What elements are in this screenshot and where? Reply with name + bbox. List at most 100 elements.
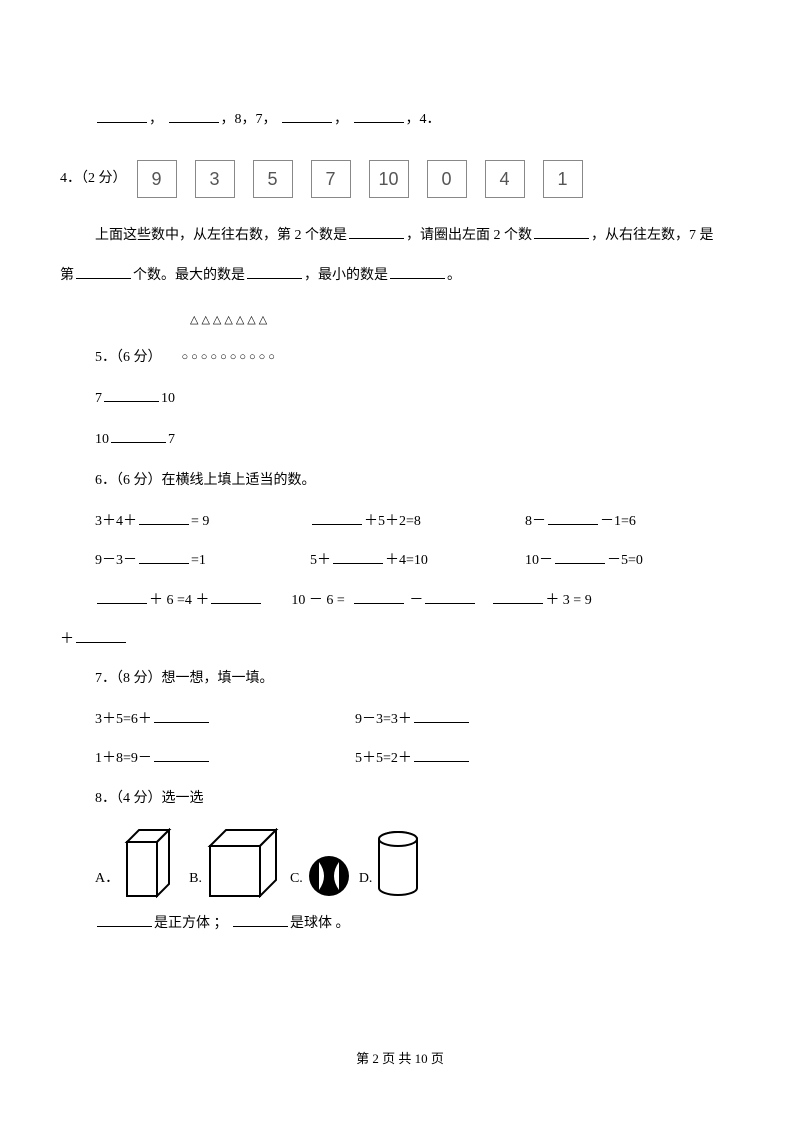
q6-row2: 9－3－ =1 5＋ ＋4=10 10－ －5=0 — [95, 541, 740, 580]
text: =1 — [191, 553, 206, 568]
blank — [233, 913, 288, 927]
q5-cmp2: 10 7 — [95, 420, 740, 459]
cylinder-icon — [376, 830, 420, 898]
text: 1＋8=9－ — [95, 751, 152, 766]
blank — [414, 748, 469, 762]
numbox: 10 — [369, 160, 409, 198]
cuboid-icon — [123, 828, 181, 898]
text: 个数。最大的数是 — [133, 268, 245, 283]
blank — [390, 265, 445, 279]
opt-a: A． — [95, 859, 119, 898]
blank — [154, 748, 209, 762]
blank — [333, 550, 383, 564]
q8-label: 8．（4 分）选一选 — [95, 779, 740, 818]
q5-triangles: △△△△△△△ — [190, 305, 740, 336]
blank — [76, 265, 131, 279]
text: 是球体 。 — [290, 916, 350, 931]
blank — [425, 590, 475, 604]
number-boxes: 9 3 5 7 10 0 4 1 — [137, 160, 583, 198]
q4-text: 上面这些数中，从左往右数，第 2 个数是 ，请圈出左面 2 个数 ，从右往左数，7 … — [60, 216, 740, 294]
q5-circles: ○○○○○○○○○○ — [182, 342, 278, 373]
opt-d: D. — [359, 859, 373, 898]
text: －1=6 — [600, 514, 636, 529]
text: 5＋5=2＋ — [355, 751, 412, 766]
text: 9－3－ — [95, 553, 137, 568]
q8-answer: 是正方体 ； 是球体 。 — [95, 904, 740, 943]
numbox: 5 — [253, 160, 293, 198]
blank — [247, 265, 302, 279]
q6-label: 6．（6 分）在横线上填上适当的数。 — [95, 461, 740, 500]
q6-row1: 3＋4＋ = 9 ＋5＋2=8 8－ －1=6 — [95, 502, 740, 541]
text: 第 — [60, 268, 74, 283]
text: ＋ 3 = 9 — [545, 593, 591, 608]
opt-c: C. — [290, 859, 303, 898]
text: 10 — [95, 432, 109, 447]
text: ＋ 6 =4 ＋ — [149, 593, 209, 608]
q5-label-row: 5．（6 分） ○○○○○○○○○○ — [95, 338, 740, 377]
blank — [354, 590, 404, 604]
q7-row2: 1＋8=9－ 5＋5=2＋ — [95, 739, 740, 778]
sphere-icon — [307, 854, 351, 898]
text: 8－ — [525, 514, 546, 529]
text: － — [409, 593, 423, 608]
blank — [555, 550, 605, 564]
text: 7 — [168, 432, 175, 447]
text: 7 — [95, 391, 102, 406]
text: = 9 — [191, 514, 209, 529]
q4-label: 4．（2 分） — [60, 159, 127, 198]
numbox: 9 — [137, 160, 177, 198]
q7-row1: 3＋5=6＋ 9－3=3＋ — [95, 700, 740, 739]
cube-icon — [206, 828, 282, 898]
blank — [111, 429, 166, 443]
text: 10－ — [525, 553, 553, 568]
blank — [76, 629, 126, 643]
q3-line: ， ，8，7， ， ，4． — [95, 100, 740, 139]
blank — [282, 109, 332, 123]
text: 3＋4＋ — [95, 514, 137, 529]
text: ，从右往左数，7 是 — [591, 228, 714, 243]
opt-b: B. — [189, 859, 202, 898]
text: 3＋5=6＋ — [95, 712, 152, 727]
blank — [154, 709, 209, 723]
q7-label: 7．（8 分）想一想，填一填。 — [95, 659, 740, 698]
blank — [548, 511, 598, 525]
text: 上面这些数中，从左往右数，第 2 个数是 — [95, 228, 347, 243]
numbox: 3 — [195, 160, 235, 198]
blank — [169, 109, 219, 123]
blank — [211, 590, 261, 604]
blank — [349, 225, 404, 239]
text: 5＋ — [310, 553, 331, 568]
blank — [97, 913, 152, 927]
blank — [139, 511, 189, 525]
text: ，4． — [406, 112, 441, 127]
text: 9－3=3＋ — [355, 712, 412, 727]
text: 10 — [161, 391, 175, 406]
numbox: 1 — [543, 160, 583, 198]
text: 是正方体 ； — [154, 916, 228, 931]
blank — [493, 590, 543, 604]
text: ＋4=10 — [385, 553, 428, 568]
q5-cmp1: 7 10 — [95, 379, 740, 418]
q5-label: 5．（6 分） — [95, 338, 162, 377]
text: ，请圈出左面 2 个数 — [406, 228, 532, 243]
text: ＋5＋2=8 — [364, 514, 421, 529]
q6-row3: ＋ 6 =4 ＋ 10 － 6 = － ＋ 3 = 9 ＋ — [60, 581, 740, 659]
blank — [312, 511, 362, 525]
numbox: 7 — [311, 160, 351, 198]
blank — [97, 109, 147, 123]
blank — [414, 709, 469, 723]
blank — [97, 590, 147, 604]
text: －5=0 — [607, 553, 643, 568]
text: ，8，7， — [221, 112, 277, 127]
blank — [534, 225, 589, 239]
numbox: 0 — [427, 160, 467, 198]
text: 。 — [447, 268, 461, 283]
page-footer: 第 2 页 共 10 页 — [0, 1041, 800, 1077]
text: ＋ — [60, 632, 74, 647]
q8-shapes: A． B. C. D. — [95, 828, 740, 898]
blank — [354, 109, 404, 123]
blank — [104, 388, 159, 402]
q4: 4．（2 分） 9 3 5 7 10 0 4 1 — [60, 159, 740, 198]
text: 10 － 6 = — [291, 593, 344, 608]
blank — [139, 550, 189, 564]
